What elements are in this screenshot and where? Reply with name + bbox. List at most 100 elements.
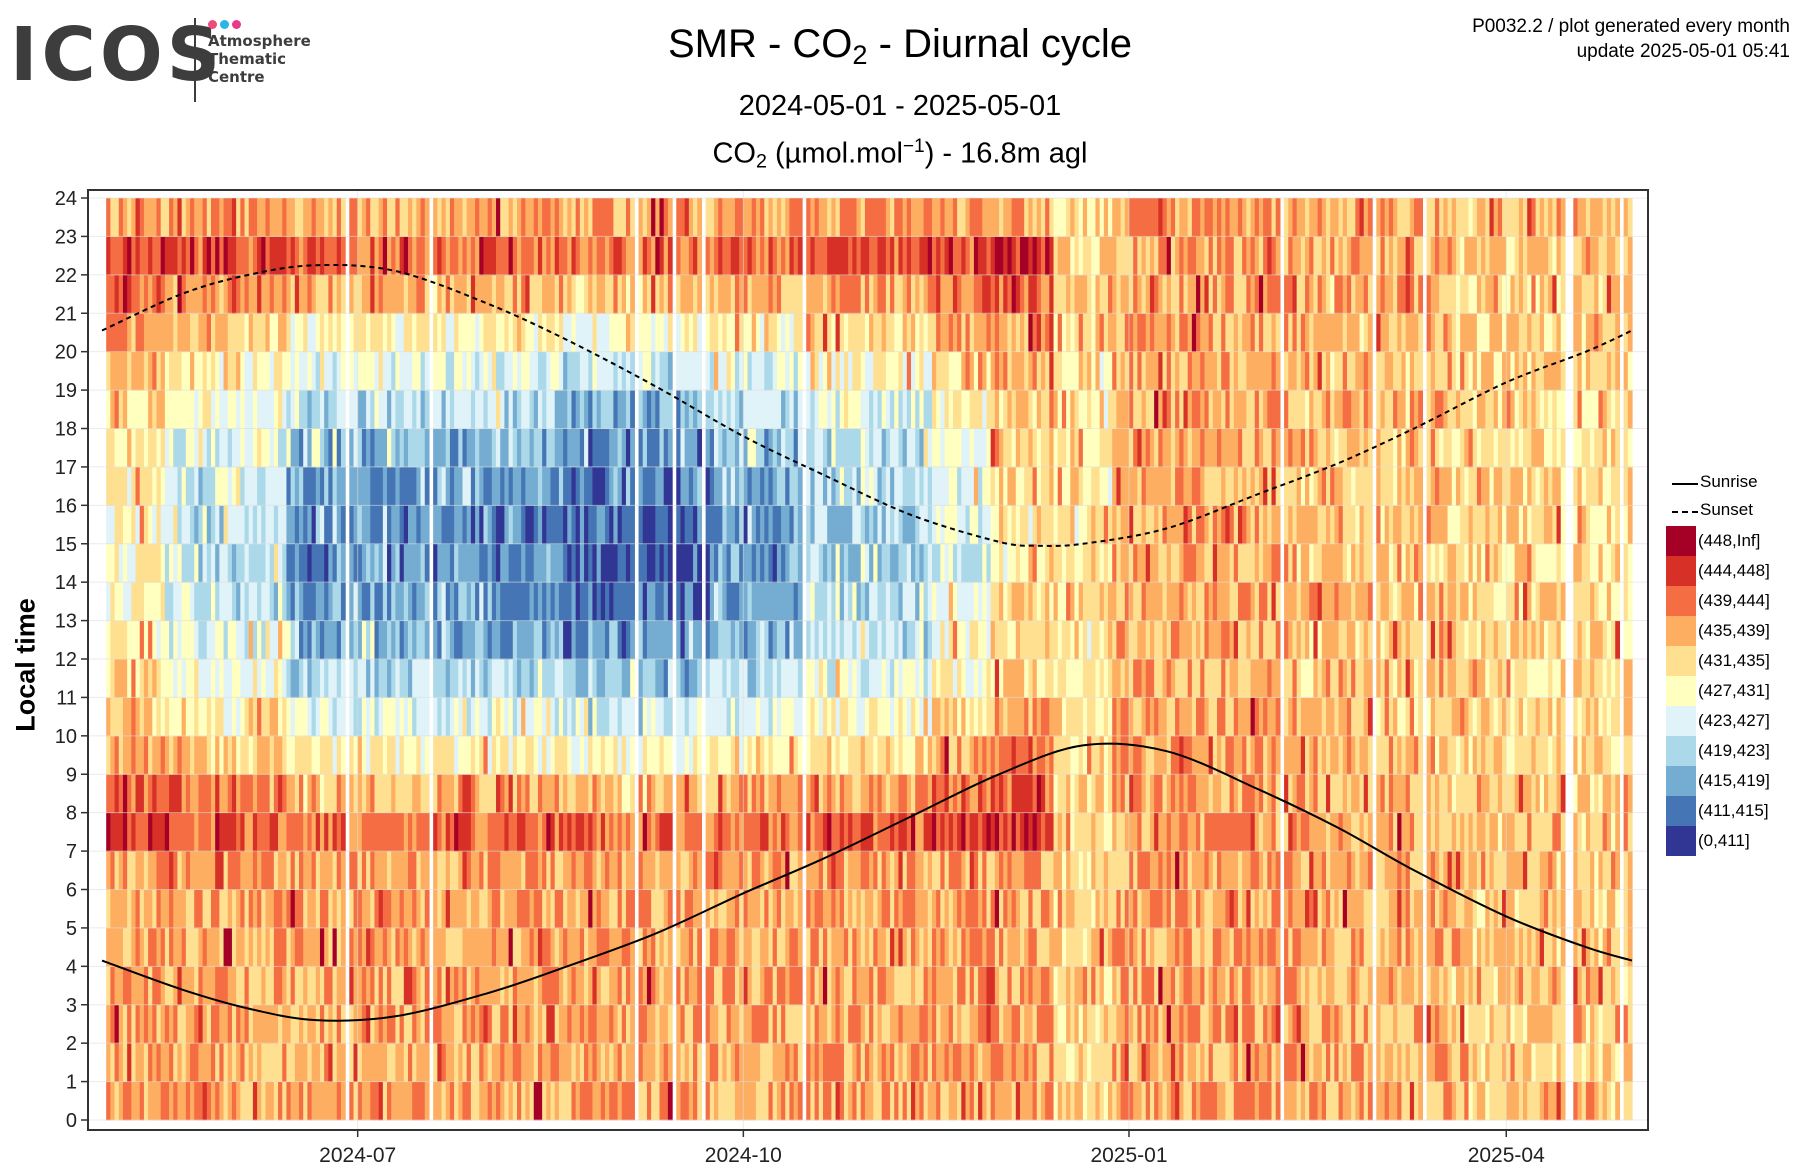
heatmap-cell (902, 1043, 908, 1082)
heatmap-cell (919, 812, 925, 852)
heatmap-cell (919, 582, 925, 621)
heatmap-cell (336, 927, 342, 967)
heatmap-cell (403, 697, 409, 737)
heatmap-cell (261, 543, 267, 583)
heatmap-cell (726, 582, 732, 621)
heatmap-cell (357, 505, 363, 545)
heatmap-cell (852, 889, 858, 929)
heatmap-cell (236, 812, 241, 852)
heatmap-cell (110, 236, 116, 276)
heatmap-cell (210, 1043, 216, 1082)
heatmap-cell (898, 351, 904, 391)
heatmap-cell (332, 466, 338, 506)
heatmap-cell (164, 851, 170, 890)
heatmap-cell (852, 466, 858, 506)
heatmap-cell (621, 466, 627, 506)
heatmap-cell (462, 543, 468, 583)
heatmap-cell (923, 505, 929, 545)
heatmap-cell (915, 774, 920, 814)
heatmap-cell (399, 735, 405, 775)
heatmap-cell (286, 236, 292, 276)
heatmap-cell (420, 505, 426, 545)
heatmap-cell (982, 198, 988, 237)
heatmap-cell (122, 812, 128, 852)
heatmap-cell (399, 198, 405, 237)
heatmap-cell (512, 735, 518, 775)
heatmap-cell (349, 390, 355, 429)
heatmap-cell (906, 428, 912, 468)
heatmap-cell (122, 428, 128, 468)
heatmap-cell (730, 313, 736, 353)
heatmap-cell (827, 543, 832, 583)
heatmap-cell (697, 390, 703, 429)
heatmap-cell (747, 582, 753, 621)
heatmap-cell (877, 735, 883, 775)
logo-dots (208, 16, 244, 34)
heatmap-cell (257, 428, 262, 468)
heatmap-cell (143, 889, 149, 929)
heatmap-cell (131, 505, 137, 545)
heatmap-cell (378, 774, 384, 814)
heatmap-cell (412, 505, 417, 545)
heatmap-cell (361, 659, 367, 698)
heatmap-cell (755, 1004, 761, 1044)
heatmap-cell (353, 889, 359, 929)
heatmap-cell (860, 851, 866, 890)
heatmap-cell (936, 582, 941, 621)
heatmap-cell (420, 274, 426, 314)
heatmap-cell (894, 697, 900, 737)
heatmap-cell (789, 390, 795, 429)
heatmap-cell (978, 428, 983, 468)
heatmap-cell (290, 812, 296, 852)
heatmap-cell (873, 313, 879, 353)
heatmap-cell (143, 582, 149, 621)
heatmap-cell (311, 428, 317, 468)
heatmap-cell (789, 812, 795, 852)
heatmap-cell (194, 466, 200, 506)
heatmap-cell (504, 927, 510, 967)
heatmap-cell (789, 543, 795, 583)
heatmap-cell (206, 274, 212, 314)
heatmap-cell (433, 390, 438, 429)
heatmap-cell (818, 313, 824, 353)
heatmap-cell (714, 1004, 719, 1044)
heatmap-cell (210, 620, 216, 660)
heatmap-cell (605, 428, 610, 468)
heatmap-cell (760, 313, 765, 353)
heatmap-cell (676, 697, 682, 737)
heatmap-cell (613, 659, 619, 698)
heatmap-cell (965, 966, 971, 1006)
heatmap-cell (764, 466, 770, 506)
heatmap-cell (822, 1043, 828, 1082)
heatmap-cell (194, 1004, 200, 1044)
heatmap-cell (789, 1081, 795, 1121)
heatmap-cell (864, 812, 870, 852)
heatmap-cell (244, 274, 250, 314)
heatmap-cell (139, 313, 145, 353)
heatmap-cell (990, 774, 996, 814)
heatmap-cell (500, 428, 506, 468)
heatmap-cell (395, 313, 401, 353)
heatmap-cell (491, 1081, 497, 1121)
heatmap-cell (743, 966, 749, 1006)
heatmap-cell (106, 274, 111, 314)
heatmap-cell (806, 659, 812, 698)
heatmap-cell (596, 428, 602, 468)
heatmap-cell (399, 582, 405, 621)
heatmap-cell (374, 927, 380, 967)
heatmap-cell (521, 774, 526, 814)
heatmap-cell (718, 274, 723, 314)
heatmap-cell (965, 582, 971, 621)
heatmap-cell (588, 390, 594, 429)
heatmap-cell (403, 812, 409, 852)
heatmap-cell (726, 1004, 732, 1044)
heatmap-cell (714, 620, 719, 660)
heatmap-cell (269, 1043, 275, 1082)
heatmap-cell (261, 966, 267, 1006)
heatmap-cell (760, 274, 765, 314)
heatmap-cell (973, 198, 979, 237)
heatmap-cell (231, 390, 237, 429)
heatmap-cell (148, 313, 153, 353)
heatmap-cell (806, 428, 812, 468)
heatmap-cell (391, 1081, 397, 1121)
